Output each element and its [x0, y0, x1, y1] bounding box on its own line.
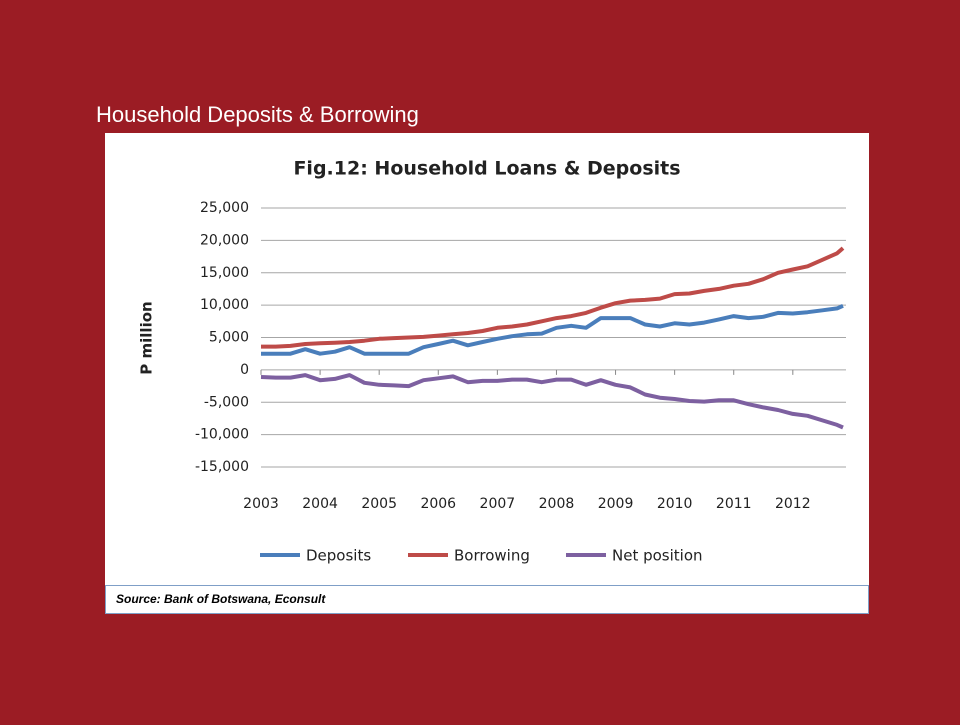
legend-label: Borrowing: [454, 547, 530, 565]
x-tick-label: 2010: [657, 496, 693, 512]
y-axis-label: P million: [138, 301, 156, 374]
x-tick-label: 2005: [361, 496, 397, 512]
series-line: [261, 303, 844, 356]
y-tick-label: 20,000: [200, 232, 249, 248]
x-tick-label: 2007: [480, 496, 516, 512]
y-tick-label: 5,000: [209, 330, 249, 346]
legend-label: Deposits: [306, 547, 371, 565]
y-tick-label: -15,000: [195, 459, 249, 475]
chart-title: Fig.12: Household Loans & Deposits: [293, 158, 680, 180]
slide-title: Household Deposits & Borrowing: [96, 102, 419, 127]
x-tick-label: 2009: [598, 496, 634, 512]
y-tick-label: 15,000: [200, 265, 249, 281]
y-tick-label: 0: [240, 362, 249, 378]
x-tick-label: 2008: [539, 496, 575, 512]
x-tick-label: 2004: [302, 496, 338, 512]
y-tick-label: 10,000: [200, 297, 249, 313]
y-tick-label: -10,000: [195, 427, 249, 443]
source: Source: Bank of Botswana, Econsult: [116, 592, 326, 606]
series-line: [261, 246, 845, 349]
series-line: [260, 373, 844, 430]
legend-label: Net position: [612, 547, 703, 565]
x-tick-label: 2006: [420, 496, 456, 512]
x-tick-label: 2003: [243, 496, 279, 512]
x-tick-label: 2012: [775, 496, 811, 512]
x-tick-label: 2011: [716, 496, 752, 512]
y-tick-label: 25,000: [200, 200, 249, 216]
y-tick-label: -5,000: [204, 394, 249, 410]
source-box: [105, 585, 869, 614]
